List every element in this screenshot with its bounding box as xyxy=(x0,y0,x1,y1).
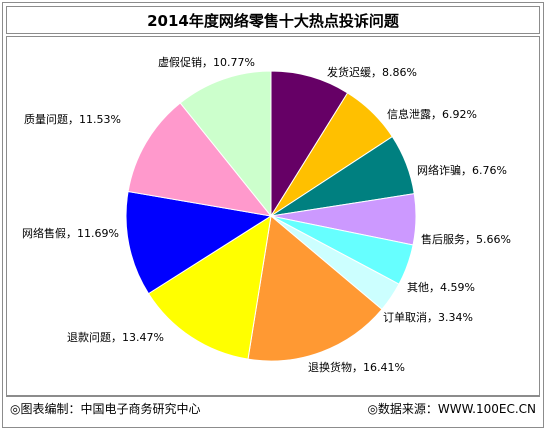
pie-slice-1 xyxy=(270,70,349,218)
slice-label-4: 售后服务，5.66% xyxy=(421,232,511,246)
pie-chart: 发货迟缓，8.86% 信息泄露，6.92% 网络诈骗，6.76% 售后服务，5.66%… xyxy=(22,55,511,374)
slice-label-5: 其他，4.59% xyxy=(407,281,475,294)
pie-slice-8 xyxy=(147,214,272,360)
pie-slice-9 xyxy=(125,190,273,295)
footer-divider xyxy=(6,396,540,397)
data-source: ◎数据来源：WWW.100EC.CN xyxy=(367,402,536,416)
slice-label-9: 网络售假，11.69% xyxy=(22,226,119,240)
plot-area xyxy=(6,36,540,396)
chart-title: 2014年度网络零售十大热点投诉问题 xyxy=(6,6,540,34)
slice-label-6: 订单取消，3.34% xyxy=(383,310,473,324)
slice-label-3: 网络诈骗，6.76% xyxy=(417,163,507,177)
slice-label-8: 退款问题，13.47% xyxy=(67,330,164,344)
pie-slice-10 xyxy=(127,102,273,217)
slice-label-10: 质量问题，11.53% xyxy=(24,113,121,126)
slice-label-2: 信息泄露，6.92% xyxy=(387,107,477,121)
slice-label-1: 发货迟缓，8.86% xyxy=(327,65,417,79)
chart-credit: ◎图表编制：中国电子商务研究中心 xyxy=(10,402,201,416)
pie-slice-7 xyxy=(247,215,383,362)
slice-label-7: 退换货物，16.41% xyxy=(308,360,405,374)
slice-label-11: 虚假促销，10.77% xyxy=(158,55,255,69)
pie-slice-11 xyxy=(179,70,272,218)
